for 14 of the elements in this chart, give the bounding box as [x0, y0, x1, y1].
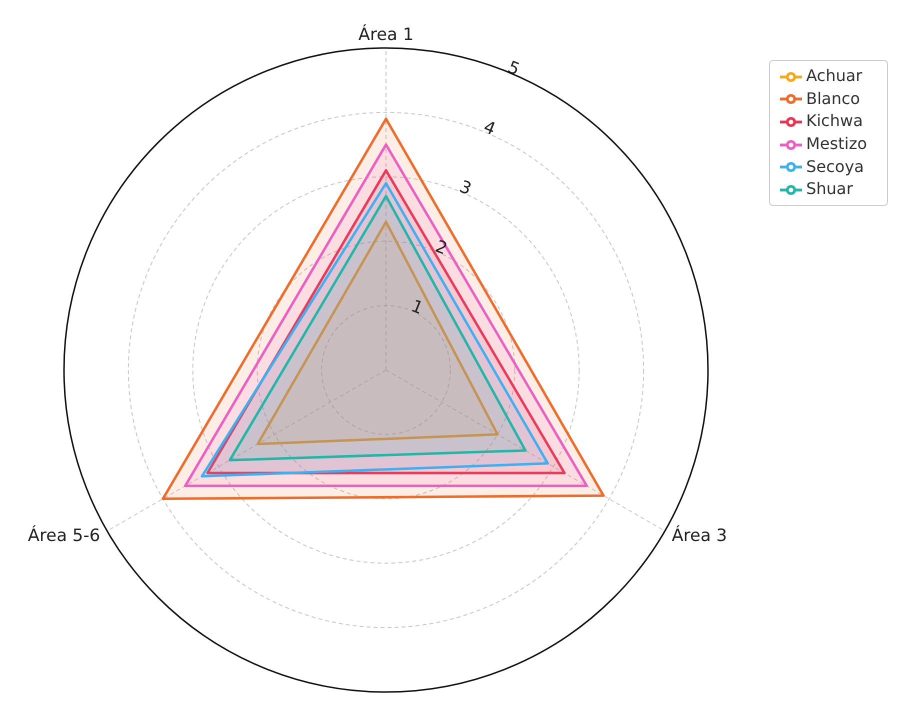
legend-label: Blanco [806, 88, 860, 108]
y-tick-label: 2 [432, 236, 450, 260]
y-tick-label: 3 [456, 176, 474, 200]
legend-label: Secoya [806, 156, 864, 176]
y-tick-label: 4 [480, 117, 498, 140]
spoke-label: Área 5-6 [28, 525, 100, 546]
y-tick-label: 5 [504, 58, 522, 80]
legend-label: Kichwa [806, 111, 863, 130]
legend-label: Shuar [806, 179, 853, 198]
legend-label: Mestizo [806, 134, 867, 153]
y-tick-label: 1 [408, 296, 426, 319]
spoke-label: Área 3 [672, 525, 728, 546]
spoke-label: Área 1 [358, 24, 414, 45]
legend-label: Achuar [806, 66, 862, 85]
